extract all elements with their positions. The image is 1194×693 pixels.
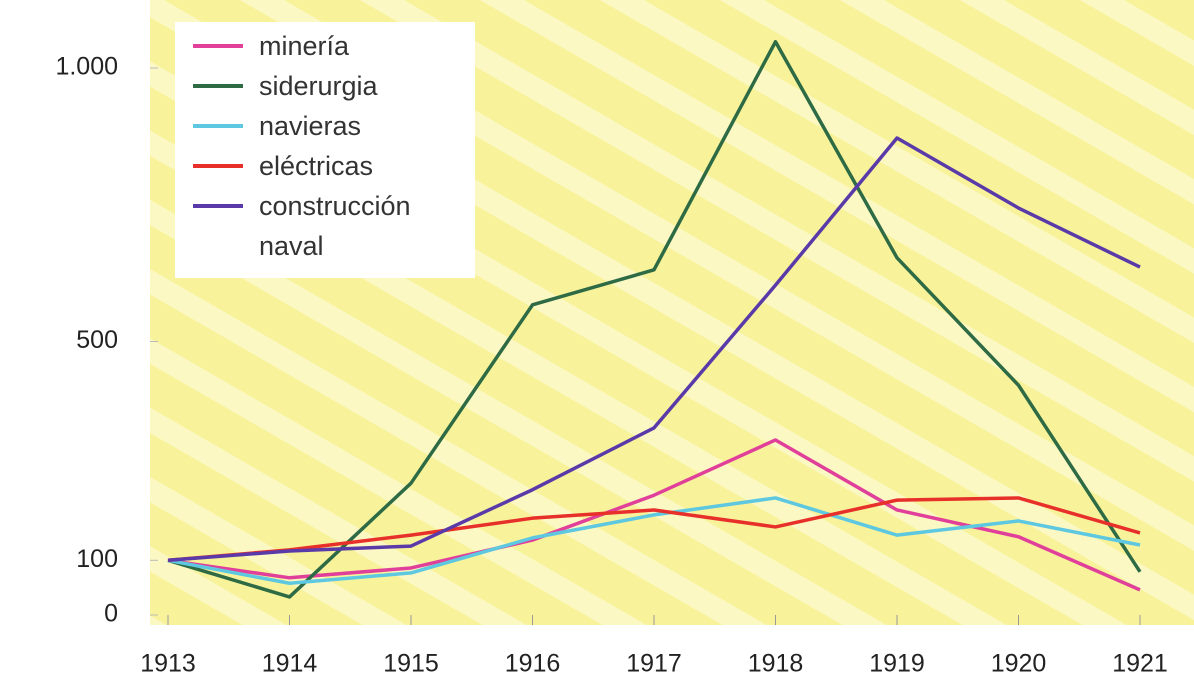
series-line <box>167 39 1142 599</box>
x-tick-label: 1914 <box>262 650 318 678</box>
x-tick-label: 1915 <box>383 650 439 678</box>
legend-item: construcción naval <box>185 186 465 266</box>
y-tick-label: 1.000 <box>55 53 118 81</box>
legend-label: construcción naval <box>259 191 411 261</box>
x-tick-label: 1917 <box>626 650 682 678</box>
legend-label: eléctricas <box>259 151 374 181</box>
legend-swatch <box>193 84 243 88</box>
legend-item: minería <box>185 26 465 66</box>
x-tick-label: 1918 <box>748 650 804 678</box>
x-tick-label: 1913 <box>140 650 196 678</box>
y-tick-label: 500 <box>76 326 118 354</box>
legend-swatch <box>193 164 243 168</box>
legend-swatch <box>193 44 243 48</box>
legend-label: navieras <box>259 111 362 141</box>
x-tick-label: 1920 <box>991 650 1047 678</box>
series-line <box>167 136 1141 563</box>
x-tick-label: 1919 <box>869 650 925 678</box>
y-tick-label: 0 <box>104 600 118 628</box>
x-tick-label: 1921 <box>1112 650 1168 678</box>
legend-swatch <box>193 124 243 128</box>
y-tick-label: 100 <box>76 545 118 573</box>
legend: minería siderurgia navieras eléctricas const… <box>175 22 475 278</box>
legend-item: eléctricas <box>185 146 465 186</box>
series-line <box>167 496 1141 563</box>
legend-item: siderurgia <box>185 66 465 106</box>
series-line <box>167 496 1141 586</box>
series-line <box>167 438 1141 592</box>
x-tick-label: 1916 <box>505 650 561 678</box>
legend-label: minería <box>259 31 350 61</box>
legend-label: siderurgia <box>259 71 378 101</box>
legend-item: navieras <box>185 106 465 146</box>
legend-swatch <box>193 204 243 208</box>
